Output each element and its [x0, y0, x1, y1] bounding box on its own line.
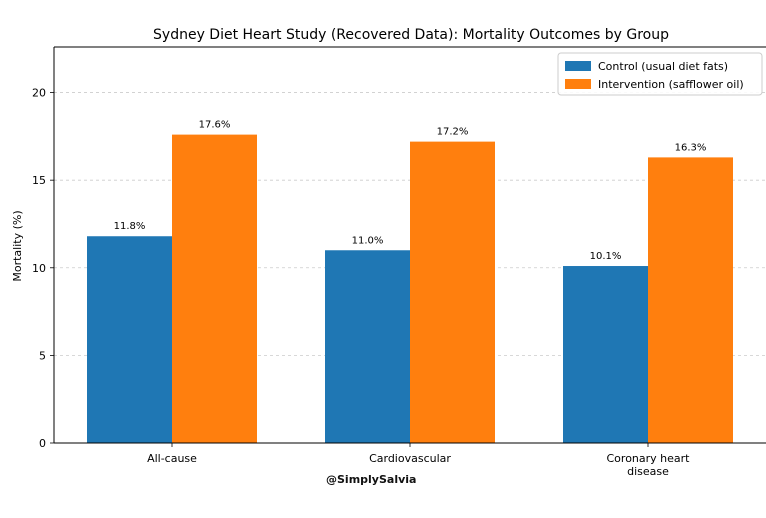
legend-label: Control (usual diet fats)	[598, 60, 728, 73]
bar-control	[87, 236, 172, 443]
legend-swatch	[565, 61, 591, 71]
y-axis-label: Mortality (%)	[11, 210, 24, 281]
y-tick-label: 20	[32, 87, 46, 100]
bar-value-label: 11.8%	[114, 221, 146, 232]
y-tick-label: 10	[32, 262, 46, 275]
bar-value-label: 11.0%	[352, 235, 384, 246]
watermark: @SimplySalvia	[326, 473, 417, 486]
y-tick-label: 0	[39, 437, 46, 450]
x-tick-label: All-cause	[147, 452, 197, 465]
bar-intervention	[648, 157, 733, 443]
legend-box	[557, 52, 763, 96]
x-tick-label: Coronary heart	[607, 452, 691, 465]
y-tick-label: 15	[32, 174, 46, 187]
bar-value-label: 10.1%	[590, 251, 622, 262]
bar-value-label: 17.6%	[199, 120, 231, 131]
y-tick-label: 5	[39, 349, 46, 362]
chart-title: Sydney Diet Heart Study (Recovered Data)…	[153, 27, 669, 43]
bar-value-label: 16.3%	[675, 142, 707, 153]
legend-label: Intervention (safflower oil)	[598, 78, 744, 91]
bar-value-label: 17.2%	[437, 127, 469, 138]
x-tick-label: Cardiovascular	[369, 452, 451, 465]
x-tick-label: disease	[627, 465, 669, 478]
bar-intervention	[410, 141, 495, 443]
bar-control	[325, 250, 410, 443]
legend-swatch	[565, 79, 591, 89]
bar-control	[563, 266, 648, 443]
bar-intervention	[172, 134, 257, 443]
